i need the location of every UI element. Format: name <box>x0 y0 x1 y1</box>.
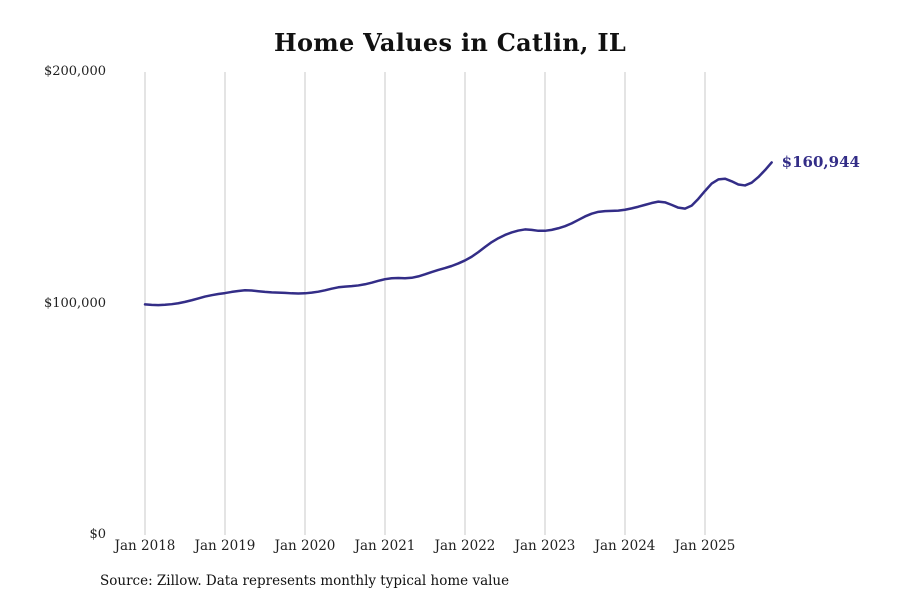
x-axis-tick-label: Jan 2023 <box>514 538 576 554</box>
x-axis-tick-label: Jan 2018 <box>114 538 176 554</box>
latest-value-label: $160,944 <box>781 153 860 172</box>
x-axis-tick-label: Jan 2021 <box>354 538 416 554</box>
x-axis-tick-label: Jan 2024 <box>594 538 656 554</box>
x-axis-tick-label: Jan 2025 <box>674 538 736 554</box>
source-note: Source: Zillow. Data represents monthly … <box>100 573 510 589</box>
x-axis-tick-label: Jan 2020 <box>274 538 336 554</box>
home-value-line <box>143 161 773 307</box>
chart-title: Home Values in Catlin, IL <box>273 28 627 57</box>
y-axis-tick-label: $100,000 <box>43 295 106 311</box>
x-axis-tick-label: Jan 2022 <box>434 538 496 554</box>
y-axis-tick-label: $0 <box>89 527 106 542</box>
y-axis-tick-label: $200,000 <box>43 64 106 79</box>
x-axis-tick-label: Jan 2019 <box>194 538 256 554</box>
